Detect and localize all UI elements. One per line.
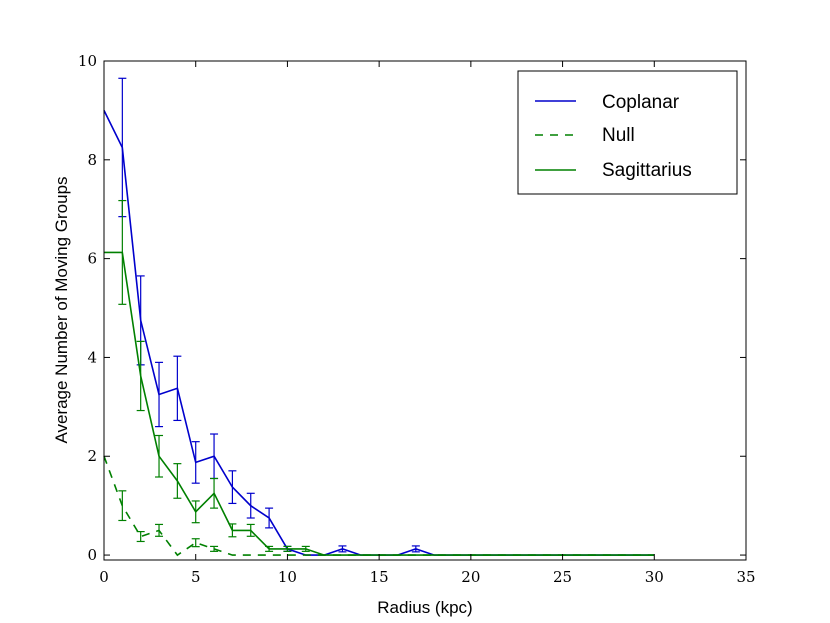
x-tick-label: 30 bbox=[645, 568, 664, 586]
x-tick-label: 35 bbox=[736, 568, 755, 586]
y-tick-label: 2 bbox=[87, 447, 97, 465]
legend-label-coplanar: Coplanar bbox=[602, 92, 680, 113]
plot-frame bbox=[103, 60, 747, 561]
tick-layer: 0 5 10 15 20 25 30 35 0 2 4 6 8 10 bbox=[78, 52, 756, 586]
x-tick-label: 15 bbox=[370, 568, 389, 586]
x-tick-label: 5 bbox=[191, 568, 201, 586]
legend: Coplanar Null Sagittarius bbox=[517, 70, 738, 195]
y-tick-label: 4 bbox=[87, 348, 97, 366]
y-axis-label: Average Number of Moving Groups bbox=[52, 176, 71, 443]
x-tick-label: 20 bbox=[461, 568, 480, 586]
legend-label-sagittarius: Sagittarius bbox=[602, 160, 692, 181]
legend-box bbox=[517, 70, 738, 195]
y-tick-label: 10 bbox=[78, 52, 97, 70]
legend-label-null: Null bbox=[602, 125, 635, 146]
x-tick-label: 10 bbox=[278, 568, 297, 586]
x-tick-label: 25 bbox=[553, 568, 572, 586]
y-tick-label: 0 bbox=[87, 546, 97, 564]
x-tick-label: 0 bbox=[99, 568, 109, 586]
y-tick-label: 8 bbox=[87, 151, 97, 169]
y-tick-label: 6 bbox=[87, 250, 97, 268]
x-axis-label: Radius (kpc) bbox=[377, 598, 472, 617]
